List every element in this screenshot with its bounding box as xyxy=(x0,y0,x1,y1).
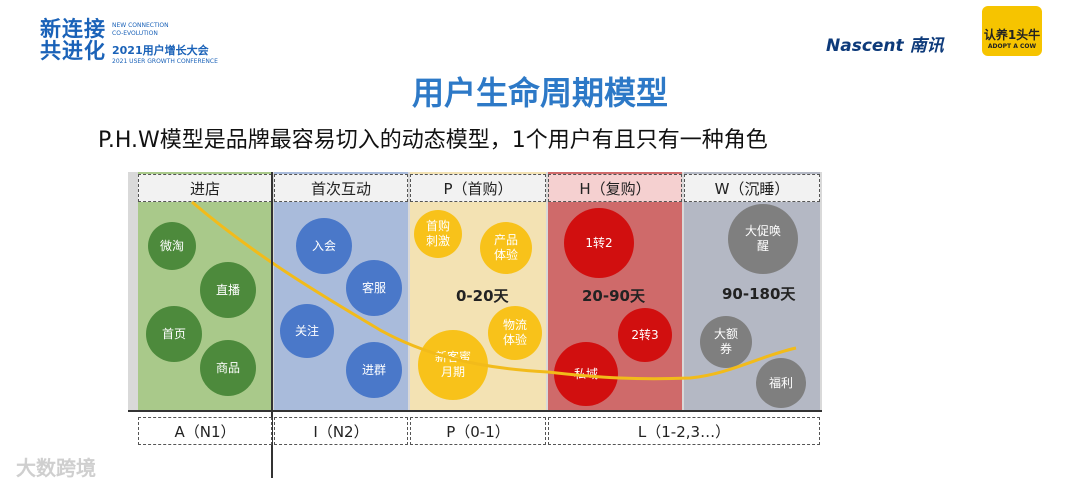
node-chanpin: 产品 体验 xyxy=(480,222,532,274)
node-shangpin: 商品 xyxy=(200,340,256,396)
node-dacu: 大促唤 醒 xyxy=(728,204,798,274)
node-wuliu: 物流 体验 xyxy=(488,306,542,360)
node-jinqun: 进群 xyxy=(346,342,402,398)
range-repurchase: 20-90天 xyxy=(582,287,645,305)
stage-label: H（复购） xyxy=(548,174,682,202)
node-dae: 大额 券 xyxy=(700,316,752,368)
node-shougou: 首购 刺激 xyxy=(414,210,462,258)
conference-logo-main: 新连接 共进化 xyxy=(40,17,106,63)
cow-logo-sub: ADOPT A COW xyxy=(987,43,1037,50)
bottom-label: P（0-1） xyxy=(410,417,546,445)
bottom-label: A（N1） xyxy=(138,417,272,445)
conference-logo: 新连接 共进化 NEW CONNECTION CO-EVOLUTION 2021… xyxy=(40,18,240,70)
node-z23: 2转3 xyxy=(618,308,672,362)
node-guanzhu: 关注 xyxy=(280,304,334,358)
bottom-label: L（1-2,3…） xyxy=(548,417,820,445)
conference-logo-line4: 2021 USER GROWTH CONFERENCE xyxy=(112,58,218,65)
cow-logo-main: 认养1头牛 xyxy=(983,28,1041,42)
stage-label: W（沉睡） xyxy=(684,174,820,202)
range-sleep: 90-180天 xyxy=(722,285,796,303)
node-kefu: 客服 xyxy=(346,260,402,316)
cow-logo: 认养1头牛 ADOPT A COW xyxy=(982,6,1042,56)
stage-label: 进店 xyxy=(138,174,272,202)
node-shouye: 首页 xyxy=(146,306,202,362)
node-z12: 1转2 xyxy=(564,208,634,278)
stage-label: P（首购） xyxy=(410,174,546,202)
node-ruhui: 入会 xyxy=(296,218,352,274)
y-axis-divider xyxy=(271,172,273,478)
bottom-label: I（N2） xyxy=(274,417,408,445)
node-fuli: 福利 xyxy=(756,358,806,408)
node-weitao: 微淘 xyxy=(148,222,196,270)
conference-logo-line2: CO-EVOLUTION xyxy=(112,30,158,37)
conference-logo-line3: 2021用户增长大会 xyxy=(112,44,209,57)
page-subtitle: P.H.W模型是品牌最容易切入的动态模型，1个用户有且只有一种角色 xyxy=(98,128,768,153)
x-axis xyxy=(128,410,822,412)
stage-label: 首次互动 xyxy=(274,174,408,202)
range-purchase: 0-20天 xyxy=(456,287,509,305)
watermark-logo: 大数跨境 xyxy=(16,456,96,480)
node-zhibo: 直播 xyxy=(200,262,256,318)
nascent-logo: Nascent 南讯 xyxy=(826,36,944,56)
conference-logo-line1: NEW CONNECTION xyxy=(112,22,169,29)
page-title: 用户生命周期模型 xyxy=(411,74,668,112)
